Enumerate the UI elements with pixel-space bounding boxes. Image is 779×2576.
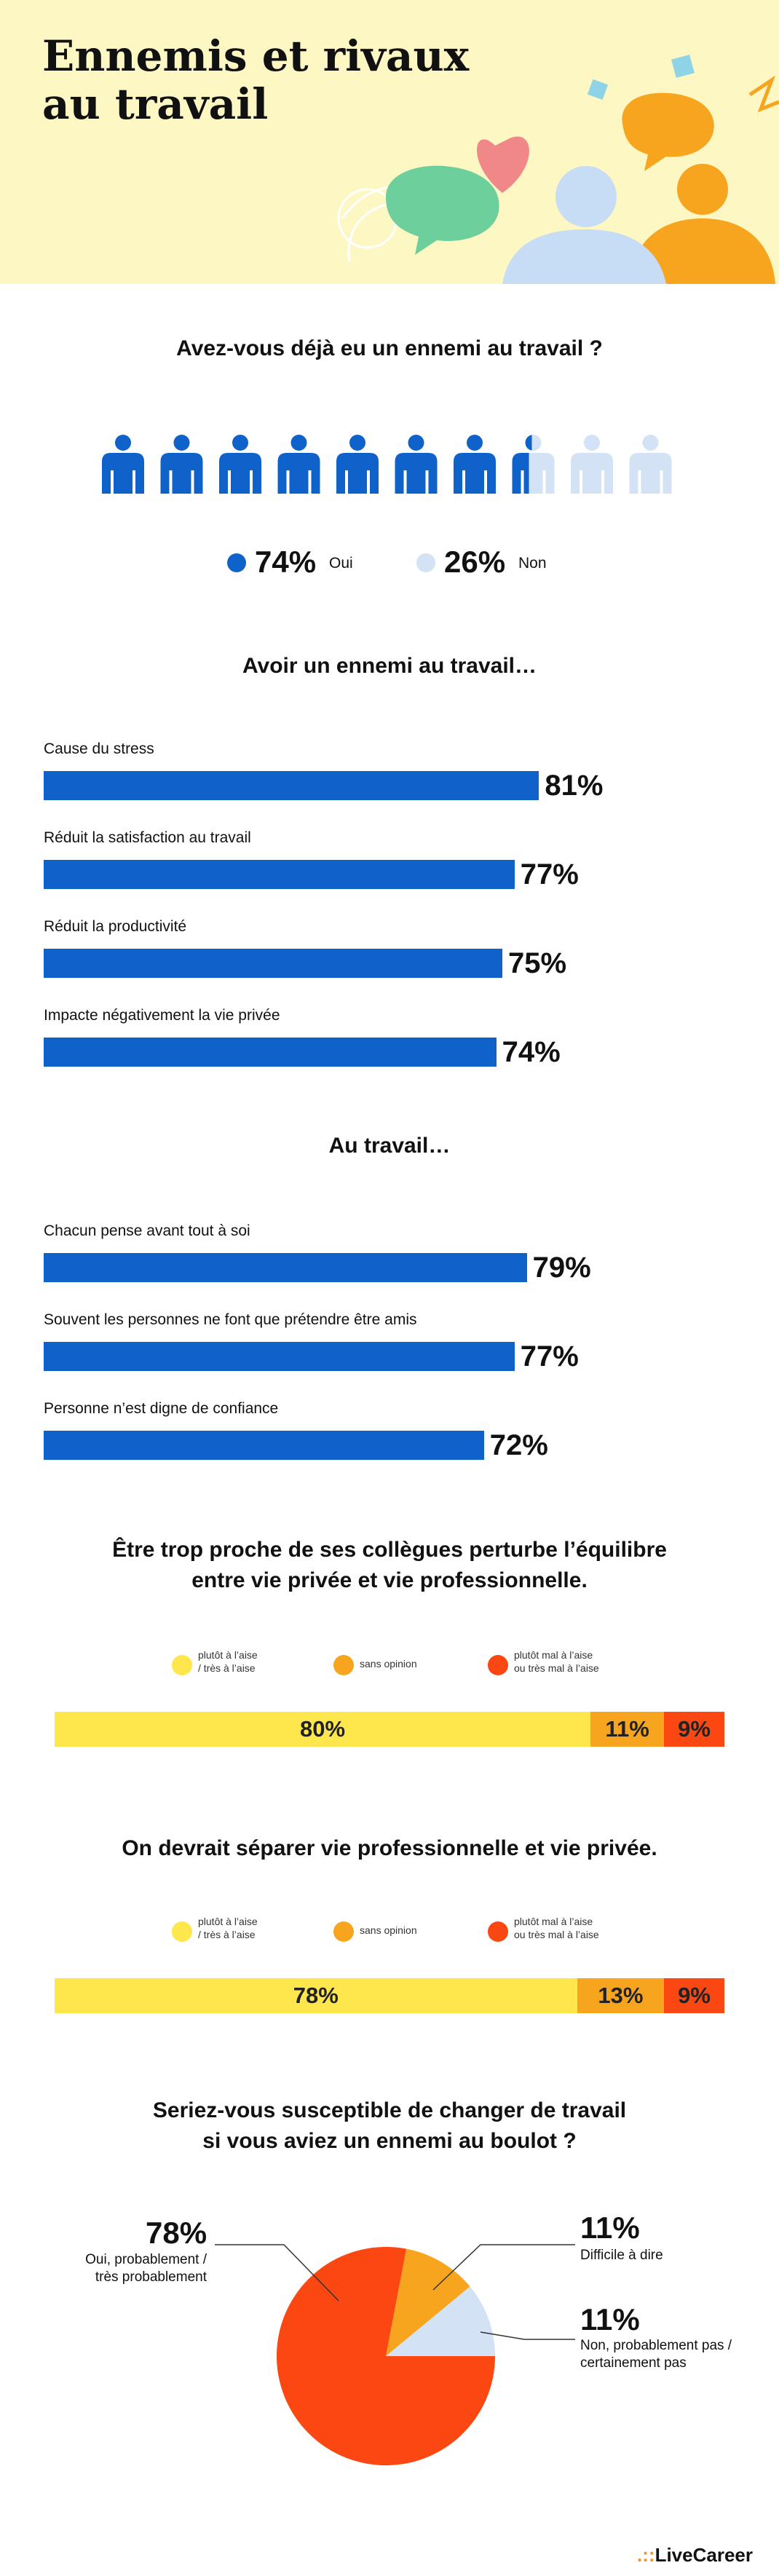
stack-segment: 11% bbox=[590, 1712, 665, 1747]
q2-bar bbox=[44, 1038, 497, 1067]
q2-value: 81% bbox=[545, 770, 604, 802]
page-title: Ennemis et rivaux au travail bbox=[42, 31, 470, 129]
stack-segment: 78% bbox=[55, 1978, 577, 2013]
q2-label: Cause du stress bbox=[44, 740, 154, 757]
pie-label-yes-text: Oui, probablement / très probablement bbox=[85, 2252, 207, 2285]
q4-stacked-bar: 80% 11% 9% bbox=[55, 1712, 724, 1747]
q4-title: Être trop proche de ses collègues pertur… bbox=[112, 1538, 667, 1592]
people-icon-row bbox=[102, 435, 672, 494]
hero-banner: Ennemis et rivaux au travail bbox=[0, 0, 779, 284]
q2-label: Impacte négativement la vie privée bbox=[44, 1007, 280, 1024]
q3-label: Personne n’est digne de confiance bbox=[44, 1400, 279, 1417]
q3-label: Souvent les personnes ne font que préten… bbox=[44, 1311, 417, 1328]
q6-title: Seriez-vous susceptible de changer de tr… bbox=[152, 2098, 627, 2153]
legend-label: sans opinion bbox=[360, 1658, 417, 1670]
pie-leader-line bbox=[432, 2244, 575, 2291]
q3-bar bbox=[44, 1342, 515, 1371]
yes-label: Oui bbox=[329, 555, 353, 572]
stack-segment: 9% bbox=[664, 1978, 724, 2013]
person-icon bbox=[277, 435, 320, 494]
q3-title: Au travail… bbox=[328, 1134, 451, 1158]
pie-slice bbox=[276, 2247, 495, 2466]
q3-label: Chacun pense avant tout à soi bbox=[44, 1222, 250, 1239]
q2-bar bbox=[44, 949, 502, 978]
q2-bar bbox=[44, 860, 515, 889]
person-icon bbox=[219, 435, 261, 494]
q3-value: 77% bbox=[520, 1340, 579, 1372]
person-icon bbox=[160, 435, 203, 494]
q3-bar bbox=[44, 1431, 484, 1460]
legend-label: plutôt mal à l’aise ou très mal à l’aise bbox=[514, 1649, 599, 1674]
legend-label: plutôt mal à l’aise ou très mal à l’aise bbox=[514, 1916, 599, 1940]
pie-label-no-text: Non, probablement pas / certainement pas bbox=[580, 2338, 732, 2371]
yes-legend-dot bbox=[227, 553, 246, 572]
legend-dot bbox=[488, 1655, 508, 1675]
no-legend-dot bbox=[416, 553, 435, 572]
pie-slice bbox=[386, 2286, 495, 2356]
q5-title: On devrait séparer vie professionnelle e… bbox=[122, 1836, 657, 1860]
stack-segment: 9% bbox=[664, 1712, 724, 1747]
legend-label: sans opinion bbox=[360, 1924, 417, 1936]
person-icon bbox=[336, 435, 379, 494]
q5-stacked-bar: 78% 13% 9% bbox=[55, 1978, 724, 2013]
pie-label-no-pct: 11% bbox=[580, 2302, 640, 2336]
livecareer-logo: .::LiveCareer bbox=[637, 2544, 753, 2566]
pie-leader-line bbox=[215, 2244, 339, 2302]
q3-bar bbox=[44, 1253, 527, 1282]
q3-value: 79% bbox=[532, 1252, 591, 1284]
legend-dot bbox=[172, 1921, 192, 1942]
hero-illustration bbox=[337, 55, 779, 284]
person-icon bbox=[454, 435, 496, 494]
q1-title: Avez-vous déjà eu un ennemi au travail ? bbox=[176, 336, 603, 360]
q2-value: 75% bbox=[508, 947, 567, 979]
legend-label: plutôt à l’aise / très à l’aise bbox=[198, 1916, 258, 1940]
q2-label: Réduit la satisfaction au travail bbox=[44, 829, 251, 846]
pie-label-unsure-text: Difficile à dire bbox=[580, 2248, 663, 2263]
q3-value: 72% bbox=[489, 1429, 548, 1461]
q2-value: 77% bbox=[520, 858, 579, 890]
pie-leader-line bbox=[480, 2331, 575, 2340]
legend-dot bbox=[333, 1655, 354, 1675]
stack-segment: 80% bbox=[55, 1712, 590, 1747]
pie-label-yes-pct: 78% bbox=[146, 2216, 207, 2250]
legend-dot bbox=[333, 1921, 354, 1942]
q2-label: Réduit la productivité bbox=[44, 918, 187, 935]
yes-percentage: 74% bbox=[255, 545, 317, 579]
pie-slice bbox=[386, 2248, 470, 2356]
q2-bar bbox=[44, 771, 539, 800]
legend-label: plutôt à l’aise / très à l’aise bbox=[198, 1649, 258, 1674]
no-label: Non bbox=[518, 555, 547, 572]
person-icon bbox=[102, 435, 144, 494]
q2-title: Avoir un ennemi au travail… bbox=[242, 654, 537, 678]
person-icon bbox=[512, 435, 555, 494]
person-icon bbox=[395, 435, 438, 494]
person-icon bbox=[571, 435, 613, 494]
legend-dot bbox=[488, 1921, 508, 1942]
pie-label-unsure-pct: 11% bbox=[580, 2210, 640, 2245]
no-percentage: 26% bbox=[444, 545, 506, 579]
q2-value: 74% bbox=[502, 1036, 561, 1068]
stack-segment: 13% bbox=[577, 1978, 665, 2013]
person-icon bbox=[629, 435, 672, 494]
legend-dot bbox=[172, 1655, 192, 1675]
